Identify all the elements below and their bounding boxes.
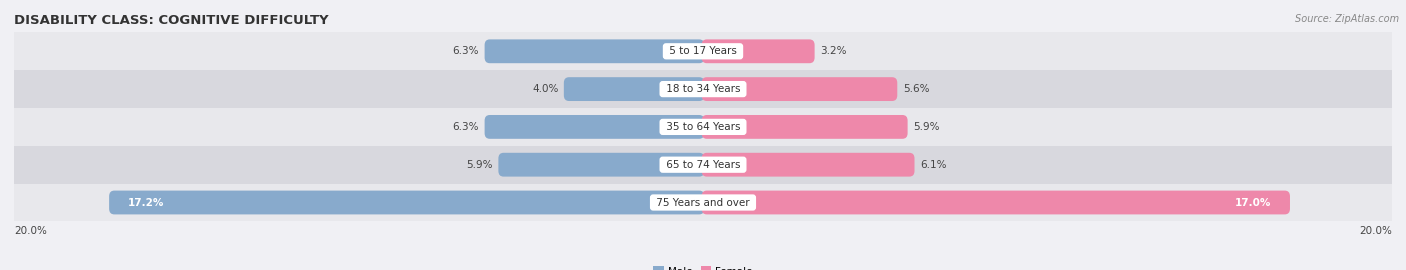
Bar bbox=[14, 32, 1392, 70]
Text: 5.9%: 5.9% bbox=[467, 160, 494, 170]
FancyBboxPatch shape bbox=[485, 115, 704, 139]
Text: 20.0%: 20.0% bbox=[14, 226, 46, 236]
Text: DISABILITY CLASS: COGNITIVE DIFFICULTY: DISABILITY CLASS: COGNITIVE DIFFICULTY bbox=[14, 14, 329, 27]
Text: 5.9%: 5.9% bbox=[912, 122, 939, 132]
Text: 17.2%: 17.2% bbox=[128, 197, 165, 208]
Text: Source: ZipAtlas.com: Source: ZipAtlas.com bbox=[1295, 14, 1399, 23]
FancyBboxPatch shape bbox=[702, 77, 897, 101]
Text: 6.3%: 6.3% bbox=[453, 46, 479, 56]
FancyBboxPatch shape bbox=[498, 153, 704, 177]
Text: 3.2%: 3.2% bbox=[820, 46, 846, 56]
Text: 6.1%: 6.1% bbox=[920, 160, 946, 170]
Text: 4.0%: 4.0% bbox=[531, 84, 558, 94]
Bar bbox=[14, 70, 1392, 108]
Text: 75 Years and over: 75 Years and over bbox=[652, 197, 754, 208]
Text: 35 to 64 Years: 35 to 64 Years bbox=[662, 122, 744, 132]
FancyBboxPatch shape bbox=[110, 191, 704, 214]
Text: 20.0%: 20.0% bbox=[1360, 226, 1392, 236]
FancyBboxPatch shape bbox=[564, 77, 704, 101]
Text: 5 to 17 Years: 5 to 17 Years bbox=[666, 46, 740, 56]
Text: 17.0%: 17.0% bbox=[1234, 197, 1271, 208]
Text: 65 to 74 Years: 65 to 74 Years bbox=[662, 160, 744, 170]
FancyBboxPatch shape bbox=[485, 39, 704, 63]
Text: 6.3%: 6.3% bbox=[453, 122, 479, 132]
FancyBboxPatch shape bbox=[702, 115, 908, 139]
Bar bbox=[14, 184, 1392, 221]
FancyBboxPatch shape bbox=[702, 153, 914, 177]
Bar bbox=[14, 108, 1392, 146]
Bar bbox=[14, 146, 1392, 184]
FancyBboxPatch shape bbox=[702, 39, 814, 63]
Text: 18 to 34 Years: 18 to 34 Years bbox=[662, 84, 744, 94]
Legend: Male, Female: Male, Female bbox=[654, 266, 752, 270]
Text: 5.6%: 5.6% bbox=[903, 84, 929, 94]
FancyBboxPatch shape bbox=[702, 191, 1289, 214]
